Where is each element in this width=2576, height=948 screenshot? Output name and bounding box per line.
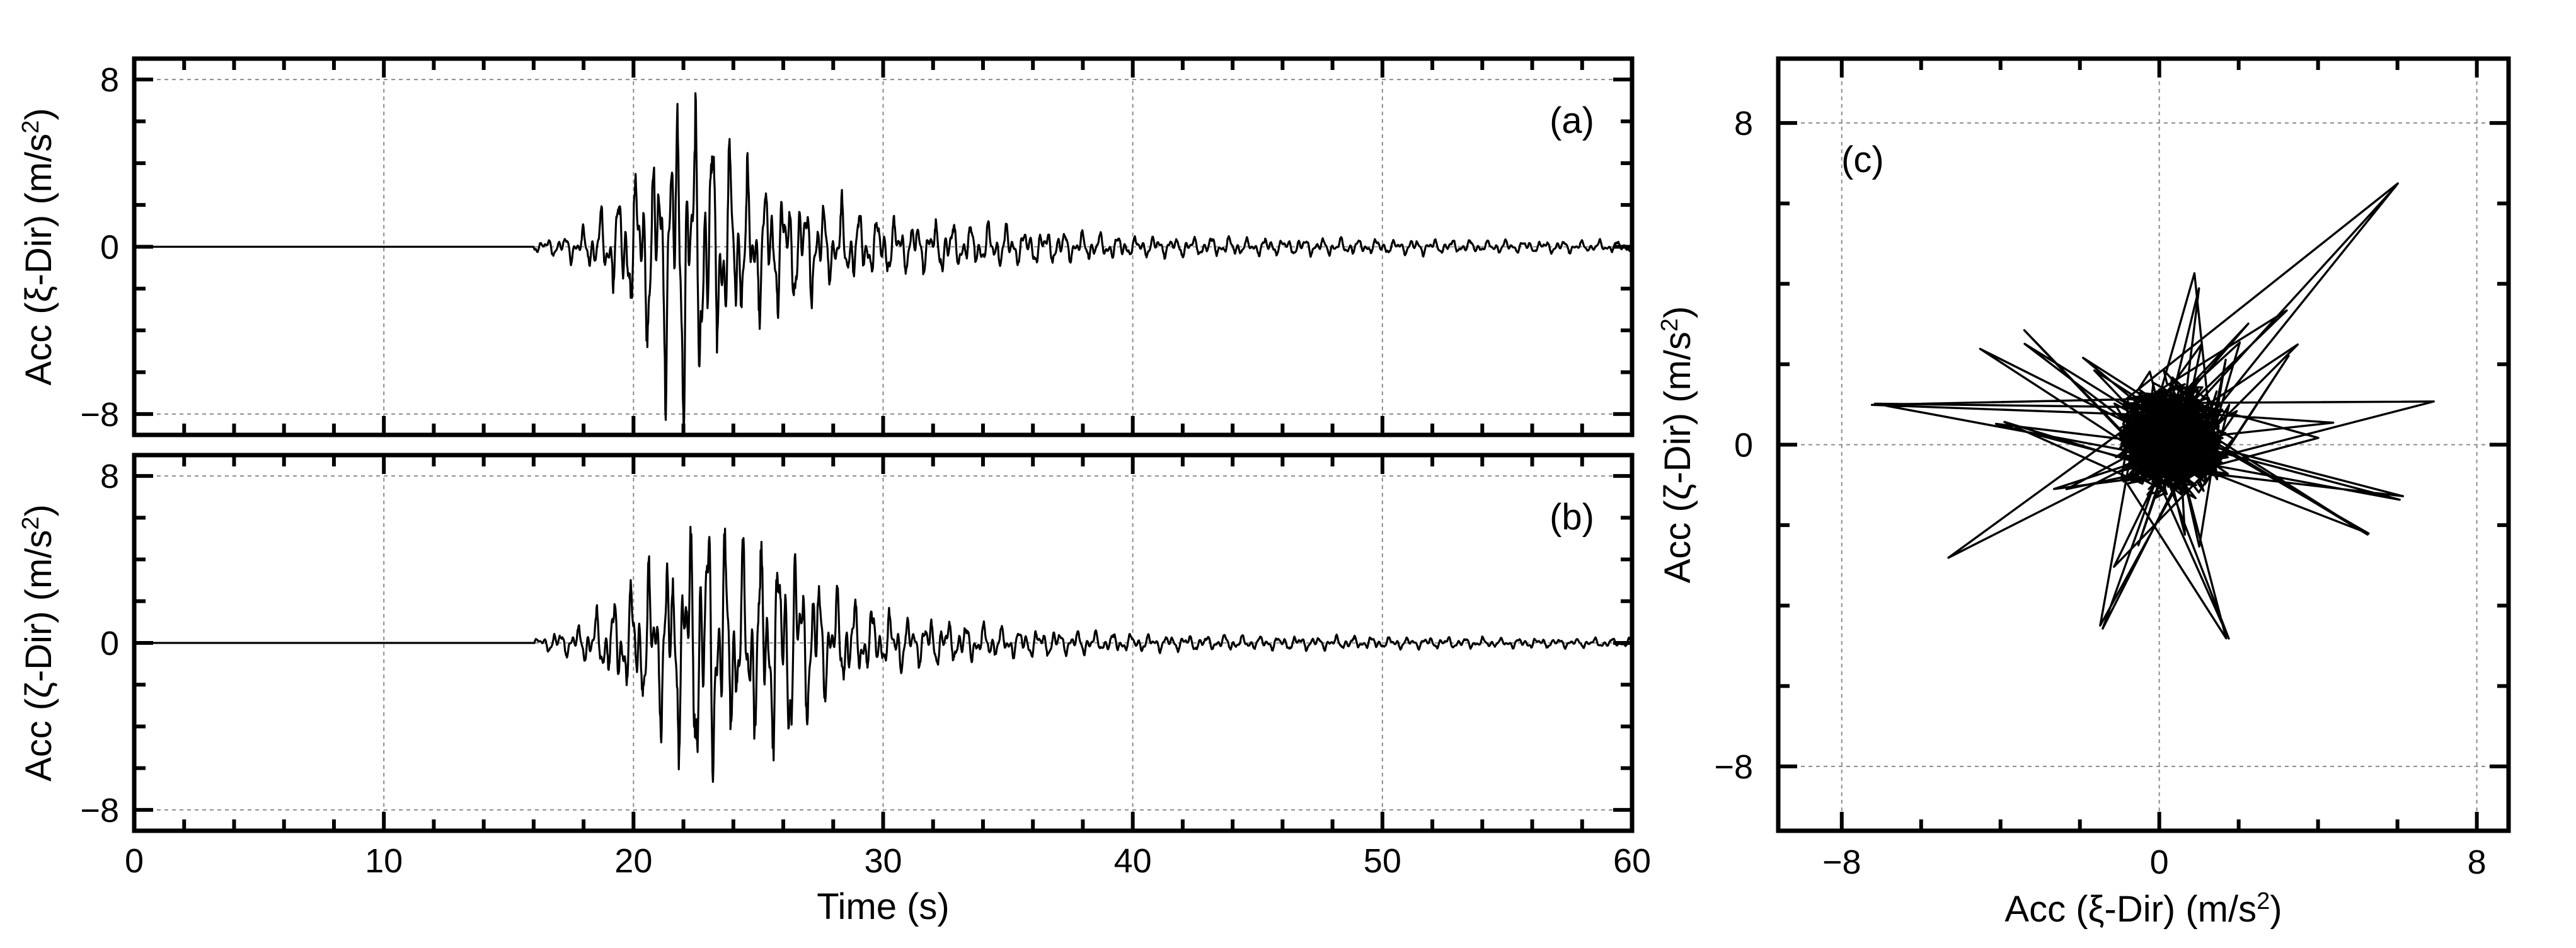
plot-frame-b [132,453,1635,833]
x-tick-label: 30 [864,842,902,880]
y-tick-label: 0 [100,229,119,267]
acceleration-trace-b [133,526,1633,783]
panel-label: (b) [1550,497,1594,538]
y-tick-label: −8 [80,792,119,830]
y-tick-label: 8 [100,458,119,495]
x-tick-label: 50 [1364,842,1401,880]
x-tick-label: 0 [2150,843,2169,881]
y-tick-label: 8 [100,61,119,99]
x-tick-label: 60 [1613,842,1651,880]
y-axis-label: Acc (ξ-Dir) (m/s2) [18,108,59,385]
y-tick-label: 8 [1734,105,1753,142]
panel-label: (c) [1841,139,1884,180]
x-axis-label: Time (s) [817,886,949,927]
y-tick-label: 0 [1734,427,1753,465]
y-tick-label: 0 [100,625,119,662]
x-tick-label: 8 [2468,843,2487,881]
x-tick-label: −8 [1822,843,1861,881]
panel-a: 8 0 −8 Acc (ξ-Dir) (m/s2) (a) [18,56,1635,437]
plot-frame-c [1776,56,2511,833]
x-tick-label: 10 [365,842,403,880]
panel-c: 8 0 −8 −8 0 8 Acc (ξ-Dir) (m/s2) Acc (ζ-Dir) (m… [1657,56,2511,930]
y-axis-label: Acc (ζ-Dir) (m/s2) [1657,306,1698,584]
x-tick-label: 40 [1114,842,1152,880]
x-axis-label: Acc (ξ-Dir) (m/s2) [2004,888,2282,930]
x-tick-label: 0 [125,842,144,880]
x-tick-label: 20 [614,842,652,880]
plot-frame-a [132,56,1635,437]
y-tick-label: −8 [80,396,119,434]
orbit-trace [1870,182,2435,640]
panel-label: (a) [1550,100,1594,141]
y-axis-label: Acc (ζ-Dir) (m/s2) [18,504,59,782]
y-tick-label: −8 [1714,748,1753,786]
acceleration-trace-a [133,92,1633,435]
